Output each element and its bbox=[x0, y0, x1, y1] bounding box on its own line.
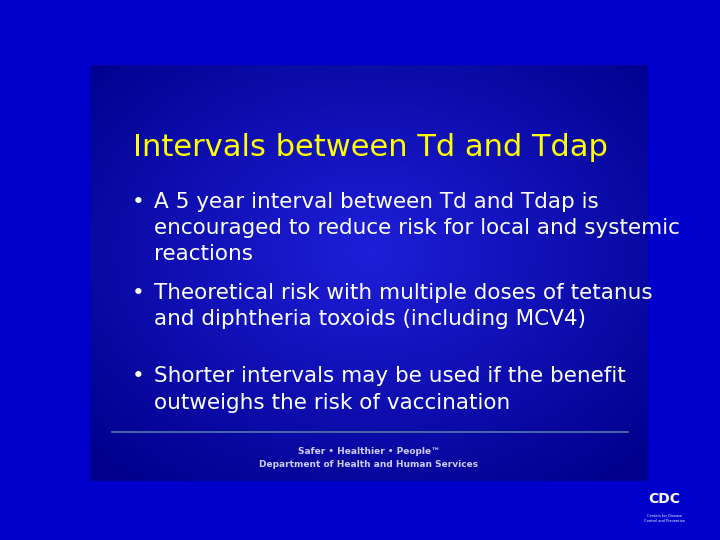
Text: A 5 year interval between Td and Tdap is
encouraged to reduce risk for local and: A 5 year interval between Td and Tdap is… bbox=[154, 192, 680, 265]
Text: Centers for Disease
Control and Prevention: Centers for Disease Control and Preventi… bbox=[644, 514, 685, 523]
Text: Shorter intervals may be used if the benefit
outweighs the risk of vaccination: Shorter intervals may be used if the ben… bbox=[154, 366, 626, 413]
Text: •: • bbox=[132, 366, 145, 386]
Text: •: • bbox=[132, 192, 145, 212]
Text: Department of Health and Human Services: Department of Health and Human Services bbox=[259, 460, 479, 469]
Text: CDC: CDC bbox=[648, 492, 680, 506]
Text: Theoretical risk with multiple doses of tetanus
and diphtheria toxoids (includin: Theoretical risk with multiple doses of … bbox=[154, 283, 653, 329]
Text: Safer • Healthier • People™: Safer • Healthier • People™ bbox=[298, 447, 440, 456]
Text: •: • bbox=[132, 283, 145, 303]
Text: Intervals between Td and Tdap: Intervals between Td and Tdap bbox=[132, 132, 608, 161]
